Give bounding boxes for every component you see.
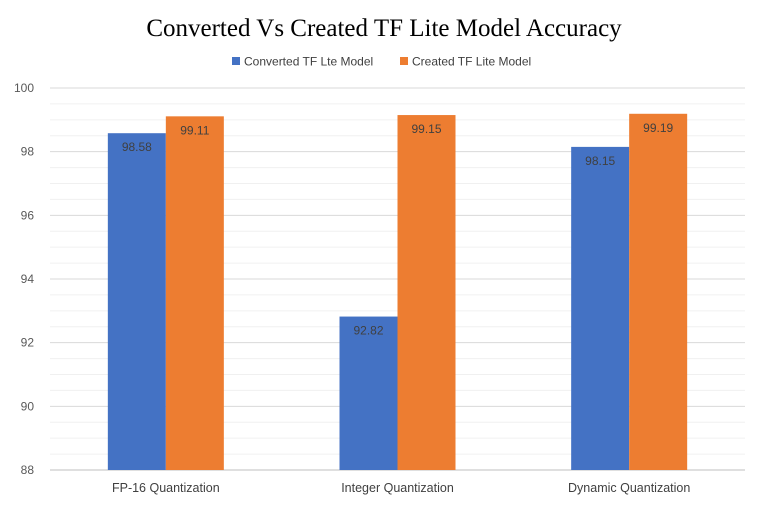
y-tick-label: 90 xyxy=(21,399,35,413)
legend-swatch-converted xyxy=(232,57,240,65)
legend-swatch-created xyxy=(400,57,408,65)
bar-converted xyxy=(571,146,630,470)
data-label: 92.82 xyxy=(353,324,383,338)
y-tick-label: 96 xyxy=(21,208,35,222)
y-tick-label: 100 xyxy=(14,81,34,95)
legend-label-converted: Converted TF Lte Model xyxy=(244,55,373,69)
chart-title: Converted Vs Created TF Lite Model Accur… xyxy=(146,15,622,42)
x-tick-label: Integer Quantization xyxy=(341,481,454,495)
bar-created xyxy=(165,116,224,470)
data-label: 99.11 xyxy=(180,123,209,137)
bar-converted xyxy=(107,133,166,470)
y-tick-label: 88 xyxy=(21,463,35,477)
legend: Converted TF Lte Model Created TF Lite M… xyxy=(232,55,531,69)
x-tick-label: FP-16 Quantization xyxy=(112,481,220,495)
bar-created xyxy=(629,113,688,470)
legend-label-created: Created TF Lite Model xyxy=(412,55,531,69)
y-tick-label: 94 xyxy=(21,272,35,286)
y-tick-label: 98 xyxy=(21,145,35,159)
y-tick-label: 92 xyxy=(21,336,35,350)
data-label: 99.19 xyxy=(643,121,673,135)
bar-created xyxy=(397,115,456,470)
data-label: 98.15 xyxy=(585,154,615,168)
x-tick-label: Dynamic Quantization xyxy=(568,481,690,495)
bar-converted xyxy=(339,316,398,470)
data-labels: 98.58 99.11 92.82 99.15 98.15 99.19 xyxy=(122,121,674,338)
data-label: 99.15 xyxy=(411,122,441,136)
bars xyxy=(107,113,688,470)
data-label: 98.58 xyxy=(122,140,152,154)
